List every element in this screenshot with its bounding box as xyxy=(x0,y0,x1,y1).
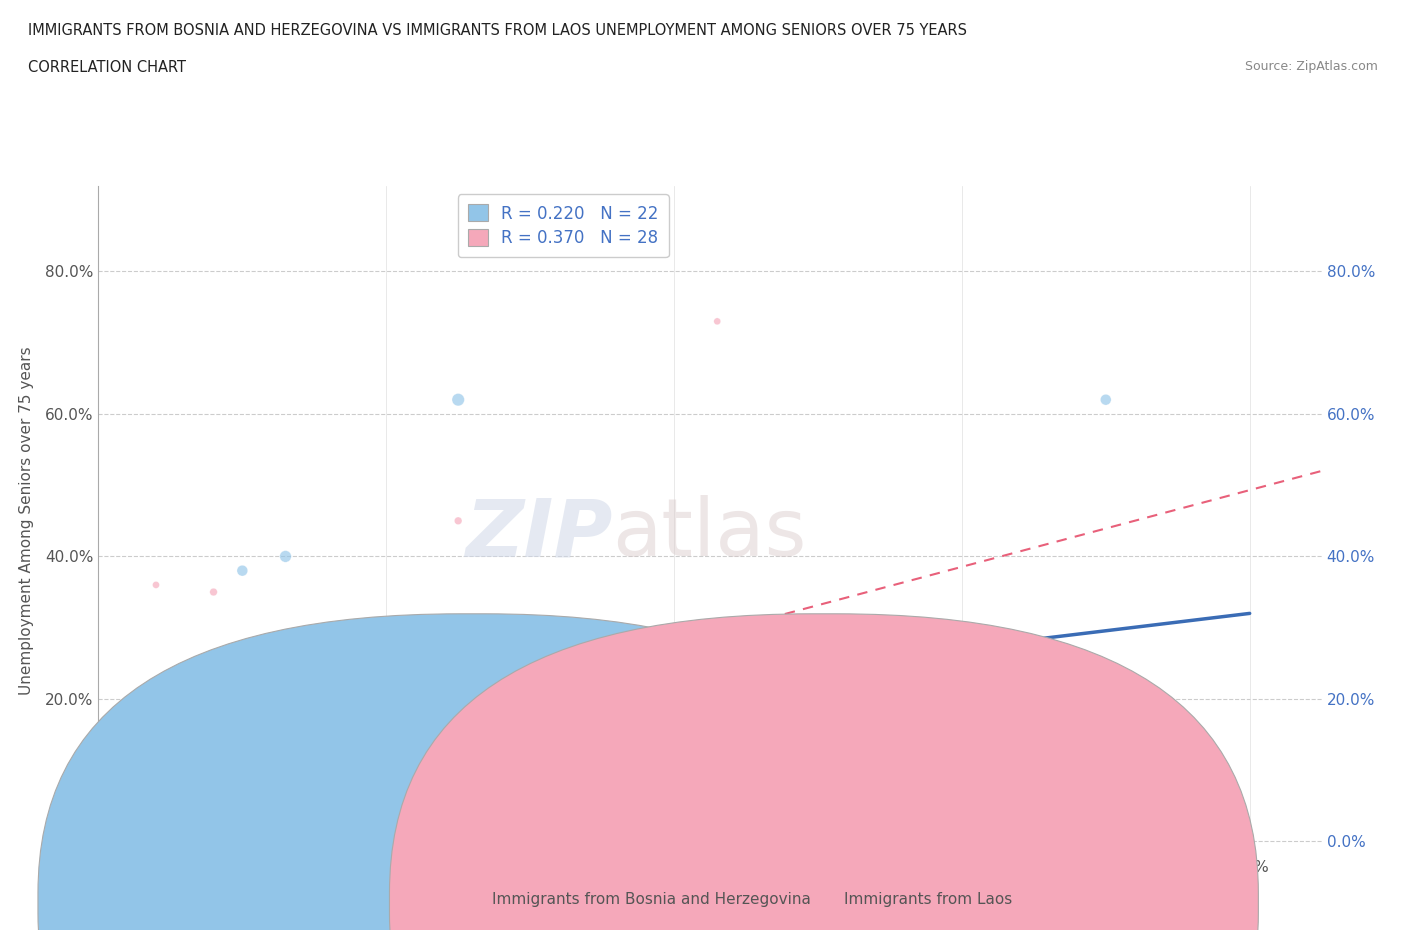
Point xyxy=(94,777,117,791)
Point xyxy=(274,549,297,564)
Point xyxy=(101,720,124,735)
Point xyxy=(692,620,714,635)
Point xyxy=(159,712,181,727)
Point xyxy=(131,706,153,721)
Point xyxy=(519,712,541,727)
Point xyxy=(101,755,124,770)
Point xyxy=(115,741,138,756)
Point xyxy=(548,770,571,785)
Point xyxy=(173,727,195,742)
Point xyxy=(447,513,470,528)
Point xyxy=(304,706,326,721)
Point xyxy=(145,578,167,592)
Point xyxy=(115,734,138,749)
Point xyxy=(173,720,195,735)
Point xyxy=(145,734,167,749)
Point xyxy=(375,706,398,721)
Point xyxy=(131,734,153,749)
Text: ZIP: ZIP xyxy=(465,495,612,573)
Point xyxy=(145,734,167,749)
Point xyxy=(145,720,167,735)
Point xyxy=(1094,392,1116,407)
Point xyxy=(101,763,124,777)
Point xyxy=(922,741,945,756)
Y-axis label: Unemployment Among Seniors over 75 years: Unemployment Among Seniors over 75 years xyxy=(18,347,34,695)
Point xyxy=(115,720,138,735)
Point xyxy=(375,712,398,727)
Text: Immigrants from Bosnia and Herzegovina: Immigrants from Bosnia and Herzegovina xyxy=(492,892,811,907)
Point xyxy=(115,755,138,770)
Text: CORRELATION CHART: CORRELATION CHART xyxy=(28,60,186,75)
Point xyxy=(94,741,117,756)
Point xyxy=(145,741,167,756)
Point xyxy=(115,749,138,764)
Point xyxy=(131,727,153,742)
Point xyxy=(346,691,368,706)
Point xyxy=(706,314,728,329)
Point xyxy=(404,698,426,713)
Text: atlas: atlas xyxy=(612,495,807,573)
Point xyxy=(231,564,253,578)
Point xyxy=(101,727,124,742)
Point xyxy=(108,712,131,727)
Legend: R = 0.220   N = 22, R = 0.370   N = 28: R = 0.220 N = 22, R = 0.370 N = 28 xyxy=(458,194,669,258)
Point xyxy=(173,734,195,749)
Point xyxy=(202,712,225,727)
Text: IMMIGRANTS FROM BOSNIA AND HERZEGOVINA VS IMMIGRANTS FROM LAOS UNEMPLOYMENT AMON: IMMIGRANTS FROM BOSNIA AND HERZEGOVINA V… xyxy=(28,23,967,38)
Point xyxy=(260,684,283,699)
Point xyxy=(115,706,138,721)
Text: Source: ZipAtlas.com: Source: ZipAtlas.com xyxy=(1244,60,1378,73)
Point xyxy=(246,691,269,706)
Point xyxy=(591,691,613,706)
Point xyxy=(202,585,225,600)
Point xyxy=(231,712,253,727)
Point xyxy=(692,749,714,764)
Point xyxy=(217,720,239,735)
Text: Immigrants from Laos: Immigrants from Laos xyxy=(844,892,1012,907)
Point xyxy=(188,720,211,735)
Point xyxy=(447,392,470,407)
Point xyxy=(519,777,541,791)
Point xyxy=(274,634,297,649)
Point xyxy=(662,698,685,713)
Point xyxy=(159,727,181,742)
Point xyxy=(634,763,657,777)
Point xyxy=(591,755,613,770)
Point xyxy=(131,749,153,764)
Point xyxy=(131,720,153,735)
Point xyxy=(188,727,211,742)
